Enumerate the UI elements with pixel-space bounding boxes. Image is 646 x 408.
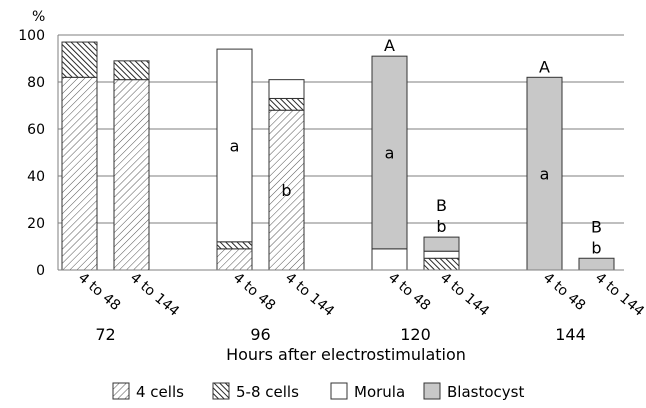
- annotation-144-a-a-upper: A: [539, 57, 550, 76]
- y-axis-label: %: [32, 9, 45, 25]
- legend-swatch-blastocyst: [423, 382, 441, 400]
- bar-segment-blastocyst-120-a: [371, 55, 408, 250]
- y-tick-label-0: 0: [36, 263, 45, 279]
- category-label-144-a: 4 to 48: [540, 270, 588, 314]
- bar-segment-blastocyst-144-b: [578, 257, 615, 271]
- y-tick-label-60: 60: [27, 122, 45, 138]
- annotation-144-a-a-lower: a: [540, 165, 550, 184]
- group-label-96: 96: [250, 325, 270, 344]
- category-label-120-b: 4 to 144: [437, 270, 492, 320]
- legend-label-5-8-cells: 5-8 cells: [236, 383, 299, 401]
- bar-segment-morula-120-b: [423, 250, 460, 259]
- y-tick-label-40: 40: [27, 169, 45, 185]
- x-axis-label: Hours after electrostimulation: [226, 345, 466, 364]
- legend-swatch-5-8-cells: [212, 382, 230, 400]
- annotation-120-a-a-upper: A: [384, 36, 395, 55]
- group-label-144: 144: [555, 325, 586, 344]
- category-label-72-a: 4 to 48: [75, 270, 123, 314]
- legend-swatch-morula: [330, 382, 348, 400]
- bar-segment-blastocyst-144-a: [526, 76, 563, 271]
- bar-segment-4-cells-72-b: [113, 79, 150, 271]
- annotation-120-b-b-upper: B: [436, 196, 447, 215]
- bar-segment-5-8-cells-120-b: [423, 257, 460, 271]
- bar-segment-4-cells-96-a: [216, 248, 253, 271]
- group-label-120: 120: [400, 325, 431, 344]
- bar-segment-morula-96-a: [216, 48, 253, 243]
- legend-label-blastocyst: Blastocyst: [447, 383, 524, 401]
- legend-label-4-cells: 4 cells: [136, 383, 184, 401]
- annotation-96-a-a-lower: a: [230, 136, 240, 155]
- category-label-96-b: 4 to 144: [282, 270, 337, 320]
- legend-label-morula: Morula: [354, 383, 405, 401]
- bar-segment-morula-96-b: [268, 79, 305, 99]
- annotation-120-a-a-lower: a: [385, 144, 395, 163]
- bar-segment-4-cells-72-a: [61, 76, 98, 271]
- category-label-72-b: 4 to 144: [127, 270, 182, 320]
- category-label-96-a: 4 to 48: [230, 270, 278, 314]
- bar-segment-5-8-cells-96-a: [216, 241, 253, 250]
- bar-segment-5-8-cells-72-a: [61, 41, 98, 78]
- bar-segment-4-cells-96-b: [268, 109, 305, 271]
- bar-segment-5-8-cells-72-b: [113, 60, 150, 81]
- bar-segment-5-8-cells-96-b: [268, 97, 305, 111]
- y-tick-label-100: 100: [18, 28, 45, 44]
- bar-segment-morula-120-a: [371, 248, 408, 271]
- category-label-120-a: 4 to 48: [385, 270, 433, 314]
- annotation-144-b-b-lower: b: [591, 238, 601, 257]
- annotation-120-b-b-lower: b: [436, 217, 446, 236]
- group-label-72: 72: [95, 325, 115, 344]
- annotation-96-b-b-lower: b: [281, 181, 291, 200]
- category-label-144-b: 4 to 144: [592, 270, 646, 320]
- legend-swatch-4-cells: [112, 382, 130, 400]
- annotation-144-b-b-upper: B: [591, 217, 602, 236]
- y-tick-label-20: 20: [27, 216, 45, 232]
- bar-segment-blastocyst-120-b: [423, 236, 460, 252]
- y-tick-label-80: 80: [27, 75, 45, 91]
